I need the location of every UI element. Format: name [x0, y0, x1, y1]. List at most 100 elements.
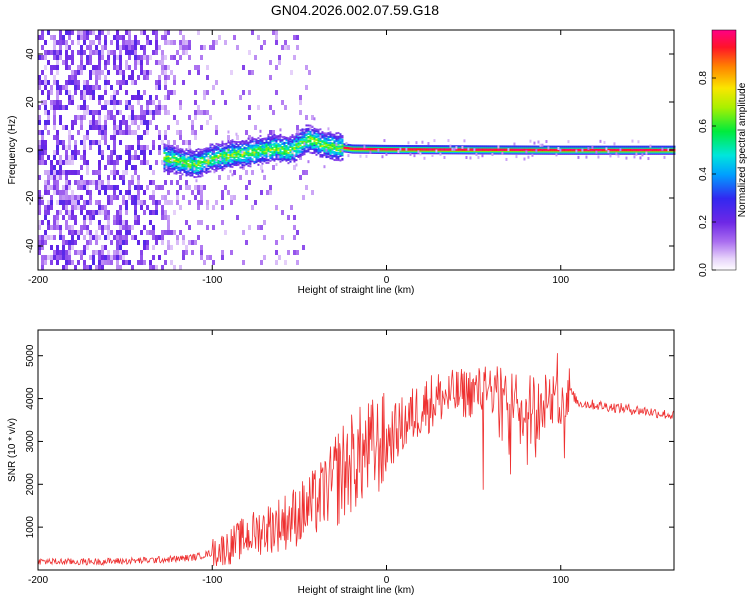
heatmap-cell	[59, 160, 62, 165]
colorbar-band	[712, 243, 736, 245]
colorbar-band	[712, 94, 736, 96]
heatmap-cell	[113, 95, 116, 100]
heatmap-cell	[119, 250, 122, 255]
heatmap-cell	[98, 255, 101, 260]
ridge-cell	[279, 158, 282, 161]
ridge-cell	[633, 150, 636, 153]
ridge-cell	[357, 144, 360, 147]
ridge-cell	[541, 151, 544, 154]
ridge-cell	[451, 146, 454, 149]
ridge-cell	[401, 149, 404, 152]
ridge-cell	[503, 150, 506, 153]
ridge-cell	[387, 147, 390, 150]
heatmap-cell	[131, 115, 134, 120]
ridge-cell	[553, 148, 556, 151]
ridge-cell	[423, 145, 426, 148]
heatmap-cell	[83, 30, 86, 35]
ridge-cell	[375, 144, 378, 147]
ridge-cell	[247, 141, 250, 144]
ridge-cell	[257, 147, 260, 150]
ridge-cell	[495, 148, 498, 151]
ridge-cell	[493, 145, 496, 148]
ridge-cell	[243, 156, 246, 159]
ridge-cell	[433, 146, 436, 149]
ridge-cell	[313, 150, 316, 153]
ridge-cell	[267, 133, 270, 136]
heatmap-cell	[134, 95, 137, 100]
ridge-cell	[273, 137, 276, 140]
heatmap-cell	[188, 115, 191, 120]
ridge-cell	[317, 131, 320, 134]
ridge-cell	[351, 150, 354, 153]
ridge-cell	[301, 131, 304, 134]
ridge-cell	[191, 158, 194, 161]
heatmap-cell	[53, 235, 56, 240]
ridge-cell	[245, 153, 248, 156]
ridge-cell	[293, 150, 296, 153]
ridge-cell	[339, 133, 342, 136]
colorbar-band	[712, 233, 736, 235]
heatmap-cell	[47, 180, 50, 185]
ridge-cell	[569, 146, 572, 149]
heatmap-cell	[185, 140, 188, 145]
ridge-cell	[419, 146, 422, 149]
ridge-cell	[477, 151, 480, 154]
ridge-cell	[257, 151, 260, 154]
ridge-cell	[169, 146, 172, 149]
ridge-cell	[175, 165, 178, 168]
ridge-cell	[537, 147, 540, 150]
heatmap-cell	[119, 205, 122, 210]
heatmap-cell	[146, 125, 149, 130]
ridge-cell	[183, 150, 186, 153]
ridge-cell	[483, 146, 486, 149]
ridge-cell	[583, 145, 586, 148]
ridge-cell	[425, 152, 428, 155]
heatmap-cell	[50, 105, 53, 110]
ridge-cell	[585, 150, 588, 153]
colorbar-band	[712, 251, 736, 253]
ridge-cell	[583, 151, 586, 154]
heatmap-cell	[38, 200, 41, 205]
ridge-cell	[277, 151, 280, 154]
colorbar-band	[712, 156, 736, 158]
ridge-cell	[597, 146, 600, 149]
heatmap-cell	[50, 200, 53, 205]
heatmap-cell	[146, 130, 149, 135]
ridge-cell	[485, 150, 488, 153]
ridge-cell	[443, 148, 446, 151]
ridge-cell	[179, 171, 182, 174]
heatmap-cell	[41, 220, 44, 225]
ridge-cell	[275, 150, 278, 153]
ridge-halo-cell	[431, 153, 434, 157]
ridge-cell	[651, 146, 654, 149]
ridge-cell	[329, 146, 332, 149]
heatmap-cell	[89, 50, 92, 55]
ridge-cell	[597, 150, 600, 153]
ridge-cell	[277, 145, 280, 148]
heatmap-cell	[98, 150, 101, 155]
heatmap-cells	[38, 30, 317, 270]
heatmap-cell	[128, 115, 131, 120]
heatmap-cell	[65, 45, 68, 50]
colorbar-band	[712, 188, 736, 190]
ridge-cell	[567, 149, 570, 152]
ridge-cell	[253, 151, 256, 154]
ridge-cell	[177, 160, 180, 163]
colorbar-band	[712, 118, 736, 120]
ridge-cell	[567, 151, 570, 154]
heatmap-cell	[104, 115, 107, 120]
heatmap-cell	[68, 260, 71, 265]
ridge-cell	[521, 147, 524, 150]
heatmap-cell	[125, 160, 128, 165]
ridge-cell	[631, 151, 634, 154]
ridge-cell	[543, 151, 546, 154]
ridge-cell	[337, 143, 340, 146]
ridge-cell	[369, 144, 372, 147]
heatmap-cell	[179, 45, 182, 50]
ridge-cell	[215, 155, 218, 158]
ridge-cell	[321, 155, 324, 158]
ridge-cell	[235, 153, 238, 156]
heatmap-cell	[89, 190, 92, 195]
ridge-cell	[257, 142, 260, 145]
ridge-cell	[509, 149, 512, 152]
